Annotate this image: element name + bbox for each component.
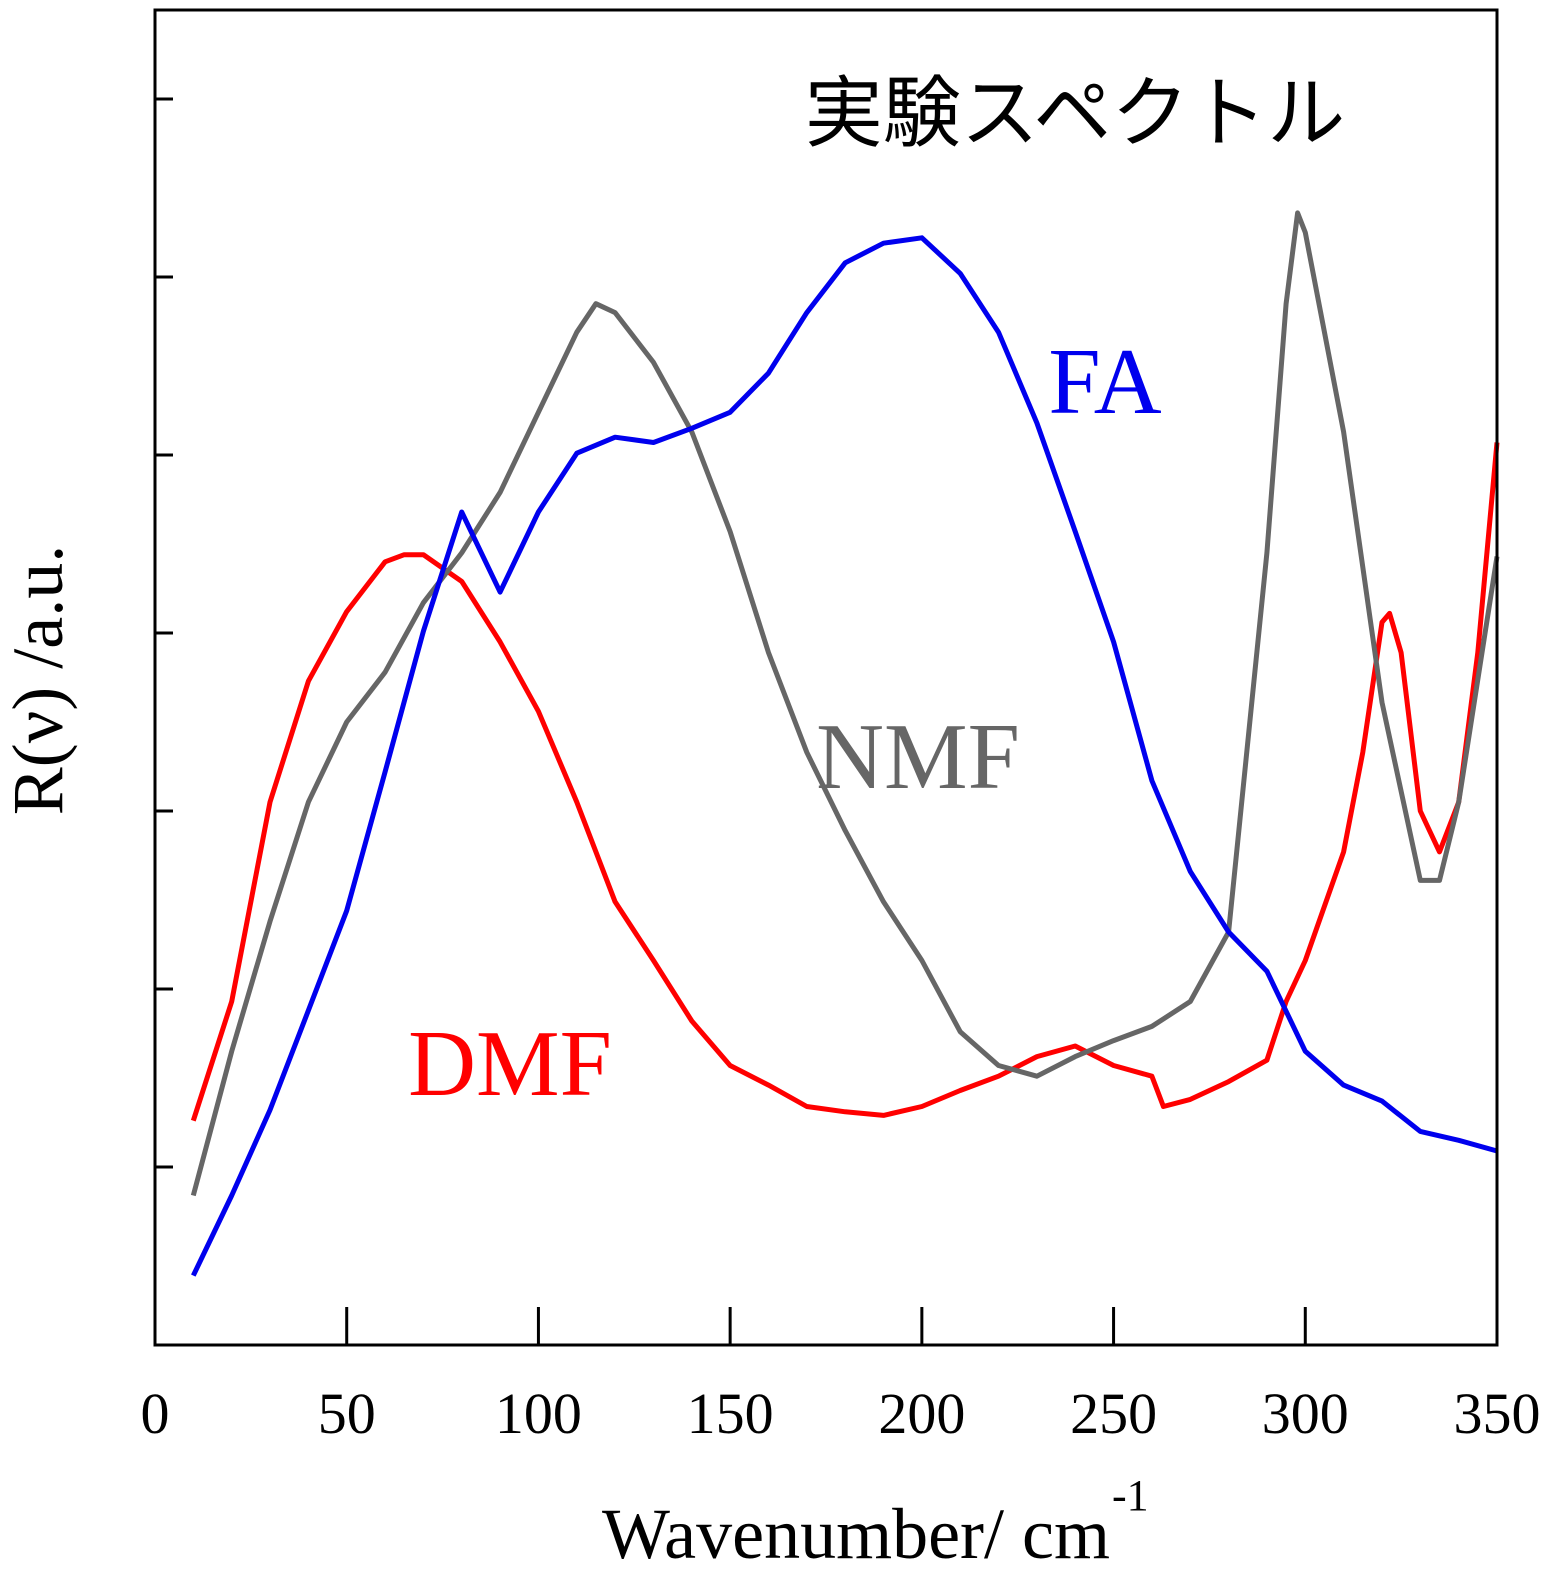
x-tick-label: 200 — [878, 1381, 965, 1446]
annotation: FA — [1048, 330, 1161, 434]
x-tick-label: 150 — [687, 1381, 774, 1446]
line — [191, 235, 1498, 1277]
line — [190, 442, 1500, 1122]
x-tick-label: 50 — [318, 1381, 376, 1446]
x-tick-label: 300 — [1262, 1381, 1349, 1446]
plot-frame — [153, 8, 1499, 1347]
x-tick-label: 0 — [141, 1381, 170, 1446]
x-axis-label-superscript: -1 — [1112, 1471, 1149, 1520]
x-tick-label: 350 — [1454, 1381, 1541, 1446]
x-tick-label: 250 — [1070, 1381, 1157, 1446]
x-axis-label: Wavenumber/ cm — [602, 1494, 1110, 1568]
x-tick-label: 100 — [495, 1381, 582, 1446]
y-axis-label: R(ν) /a.u. — [0, 545, 78, 816]
annotation: 実験スペクトル — [805, 69, 1346, 159]
annotation: DMF — [408, 1012, 612, 1116]
annotation: NMF — [816, 705, 1020, 809]
